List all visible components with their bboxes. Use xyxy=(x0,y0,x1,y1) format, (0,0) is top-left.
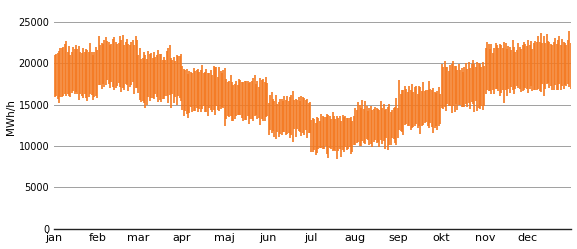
Y-axis label: MWh/h: MWh/h xyxy=(6,99,16,135)
